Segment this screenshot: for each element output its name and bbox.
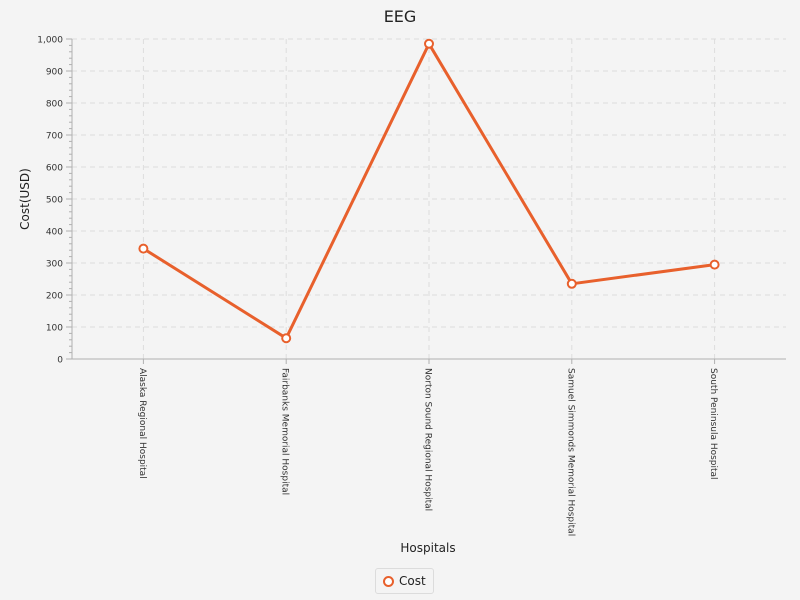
y-tick-label: 200 [46, 292, 63, 302]
y-tick-label: 700 [46, 132, 63, 142]
legend-label: Cost [399, 574, 426, 588]
y-tick-label: 0 [57, 356, 63, 366]
x-tick-label: Fairbanks Memorial Hospital [280, 368, 290, 495]
data-point [424, 38, 434, 49]
y-tick-label: 900 [46, 68, 63, 78]
y-tick-label: 300 [46, 260, 63, 270]
x-tick-label: Alaska Regional Hospital [137, 368, 147, 479]
data-point [138, 243, 149, 254]
data-point [566, 278, 577, 289]
y-tick-label: 600 [46, 164, 63, 174]
y-tick-label: 100 [46, 324, 63, 334]
legend-marker-icon [383, 575, 394, 587]
x-tick-label: Samuel Simmonds Memorial Hospital [565, 368, 575, 536]
y-tick-label: 800 [46, 100, 63, 110]
x-axis-label: Hospitals [400, 541, 456, 555]
x-tick-label: South Peninsula Hospital [708, 368, 718, 480]
chart-title: EEG [383, 7, 417, 26]
x-tick-label: Norton Sound Regional Hospital [423, 368, 433, 511]
legend: Cost [375, 568, 434, 594]
y-tick-label: 1,000 [37, 36, 63, 46]
y-tick-label: 500 [46, 196, 63, 206]
data-point [281, 333, 292, 344]
y-tick-label: 400 [46, 228, 63, 238]
data-point [709, 259, 720, 270]
y-axis-label: Cost(USD) [18, 168, 32, 230]
